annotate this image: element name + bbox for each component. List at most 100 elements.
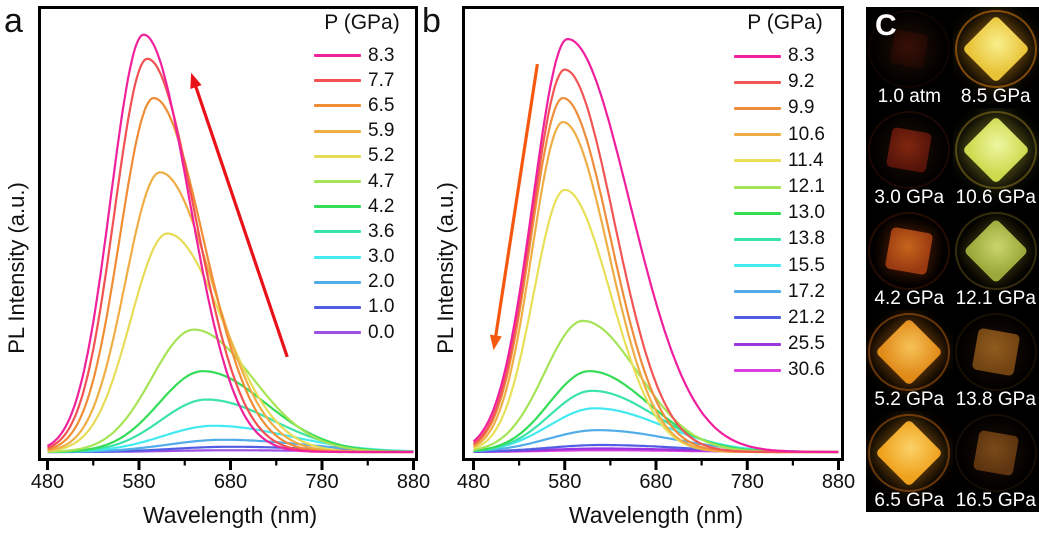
legend-color-line — [314, 205, 361, 209]
legend-color-line — [314, 331, 361, 335]
legend-entry: 5.2 — [306, 144, 418, 169]
plot-frame — [462, 6, 844, 461]
legend-pressure-value: 15.5 — [788, 254, 825, 276]
legend-pressure-value: 4.7 — [368, 170, 395, 192]
dac-photo-cell: 8.5 GPa — [952, 7, 1039, 108]
legend-entry: 7.7 — [306, 68, 418, 93]
crystal-sample — [971, 327, 1021, 377]
panel-c-grid: 1.0 atm 8.5 GPa 3.0 GPa 10.6 GPa 4.2 GPa 12.1… — [866, 7, 1039, 512]
dac-photo-cell: 6.5 GPa — [866, 411, 953, 512]
x-tick-label: 580 — [122, 471, 156, 493]
legend-color-line — [314, 154, 361, 158]
pressure-caption: 12.1 GPa — [955, 288, 1036, 309]
legend-color-line — [734, 237, 781, 241]
legend-color-line — [314, 280, 361, 284]
dac-photo-cell: 3.0 GPa — [866, 108, 953, 209]
legend-entry: 25.5 — [726, 331, 844, 357]
pressure-caption: 8.5 GPa — [960, 86, 1031, 107]
legend-pressure-value: 17.2 — [788, 280, 825, 302]
legend-color-line — [314, 180, 361, 184]
spectrum-curve-4.7 — [47, 328, 414, 453]
pressure-trend-arrowhead — [190, 72, 202, 89]
dac-photo-cell: 16.5 GPa — [952, 411, 1039, 512]
dac-photo-cell: 5.2 GPa — [866, 310, 953, 411]
legend-pressure-value: 3.0 — [368, 246, 395, 268]
spectrum-curve-8.3 — [46, 33, 414, 454]
legend-panel-a: P (GPa) 8.3 7.7 6.5 5.9 5.2 4.7 4.2 3.6 3.0 2.0 1.… — [306, 8, 418, 345]
legend-pressure-value: 1.0 — [368, 296, 395, 318]
legend-pressure-value: 7.7 — [368, 69, 395, 91]
x-tick-label: 880 — [821, 471, 856, 493]
x-tick-label: 580 — [548, 471, 582, 493]
x-tick-label: 780 — [305, 471, 339, 493]
legend-entry: 8.3 — [306, 43, 418, 68]
legend-pressure-value: 30.6 — [788, 359, 825, 381]
crystal-sample — [972, 429, 1019, 477]
pressure-caption: 13.8 GPa — [955, 389, 1036, 410]
legend-entry: 4.7 — [306, 169, 418, 194]
legend-entry: 11.4 — [726, 148, 844, 174]
legend-entry: 15.5 — [726, 253, 844, 279]
legend-entry: 12.1 — [726, 174, 844, 200]
legend-entry: 4.2 — [306, 194, 418, 219]
legend-color-line — [734, 133, 781, 137]
legend-color-line — [314, 54, 361, 58]
y-axis-label-b: PL Intensity (a.u.) — [433, 182, 458, 354]
x-axis-label-b: Wavelength (nm) — [568, 502, 744, 528]
legend-panel-b: P (GPa) 8.3 9.2 9.9 10.6 11.4 12.1 13.0 13.8 15.… — [726, 8, 844, 383]
legend-color-line — [314, 104, 361, 108]
panel-a-letter: a — [4, 2, 23, 40]
legend-pressure-value: 12.1 — [788, 176, 825, 198]
legend-pressure-value: 4.2 — [368, 195, 395, 217]
legend-color-line — [734, 159, 781, 163]
legend-pressure-value: 2.0 — [368, 271, 395, 293]
spectrum-curve-8.3 — [472, 37, 839, 454]
x-tick-label: 480 — [30, 471, 65, 493]
pl-spectra-chart-b — [462, 6, 844, 470]
x-tick-label: 780 — [730, 471, 764, 493]
y-axis-label-a: PL Intensity (a.u.) — [4, 182, 29, 354]
legend-color-line — [314, 230, 361, 234]
legend-color-line — [734, 290, 781, 294]
x-tick-label: 880 — [396, 471, 431, 493]
legend-pressure-value: 13.0 — [788, 202, 825, 224]
legend-color-line — [734, 368, 781, 372]
legend-pressure-value: 0.0 — [368, 321, 395, 343]
legend-color-line — [314, 255, 361, 259]
legend-title-b: P (GPa) — [747, 11, 823, 34]
legend-color-line — [314, 129, 361, 133]
legend-entry: 0.0 — [306, 320, 418, 345]
legend-pressure-value: 25.5 — [788, 333, 825, 355]
legend-color-line — [314, 79, 361, 83]
legend-entry: 17.2 — [726, 279, 844, 305]
pl-spectra-chart-a — [38, 6, 418, 470]
legend-pressure-value: 5.9 — [368, 120, 395, 142]
pressure-caption: 10.6 GPa — [955, 187, 1036, 208]
legend-entry: 6.5 — [306, 93, 418, 118]
pressure-caption: 1.0 atm — [877, 86, 941, 107]
legend-entry: 3.6 — [306, 219, 418, 244]
panel-c-letter: C — [875, 9, 897, 42]
legend-entry: 10.6 — [726, 122, 844, 148]
pressure-caption: 6.5 GPa — [874, 490, 945, 511]
plot-frame — [38, 6, 418, 461]
legend-entry: 5.9 — [306, 119, 418, 144]
x-axis-label-a: Wavelength (nm) — [142, 502, 318, 528]
legend-entry: 9.2 — [726, 69, 844, 95]
legend-entry: 13.8 — [726, 226, 844, 252]
legend-pressure-value: 5.2 — [368, 145, 395, 167]
legend-color-line — [734, 342, 781, 346]
pressure-caption: 5.2 GPa — [874, 389, 945, 410]
legend-entry: 8.3 — [726, 43, 844, 69]
crystal-sample — [884, 226, 934, 276]
legend-entry: 1.0 — [306, 295, 418, 320]
legend-entry: 13.0 — [726, 200, 844, 226]
spectrum-curve-4.2 — [47, 370, 414, 453]
legend-pressure-value: 8.3 — [788, 45, 815, 67]
legend-entry: 3.0 — [306, 245, 418, 270]
pressure-trend-arrowhead — [489, 334, 502, 351]
legend-color-line — [314, 305, 361, 309]
legend-entry: 30.6 — [726, 357, 844, 383]
legend-title-a: P (GPa) — [324, 11, 400, 34]
legend-entries-a: 8.3 7.7 6.5 5.9 5.2 4.7 4.2 3.6 3.0 2.0 1.0 0.0 — [306, 43, 418, 345]
